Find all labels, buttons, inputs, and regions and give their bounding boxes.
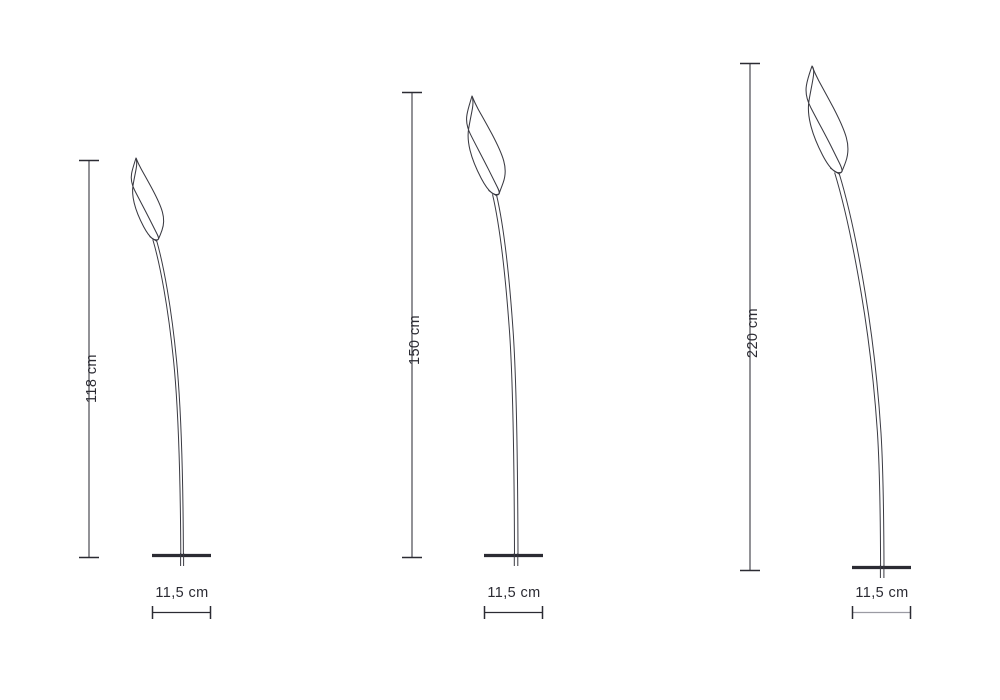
width-label-small: 11,5 cm <box>155 585 209 601</box>
lamp-head-small <box>130 157 165 242</box>
lamp-large-group <box>740 62 912 619</box>
lamp-medium-group <box>402 91 544 619</box>
lamp-small-group <box>79 157 212 619</box>
lamp-stem-medium <box>492 194 519 557</box>
height-dimension-line-large <box>740 62 760 572</box>
lamp-base-large <box>852 565 911 578</box>
lamp-base-medium <box>484 553 543 566</box>
height-label-medium: 150 cm <box>407 315 423 365</box>
lamp-base-small <box>152 553 211 566</box>
lamp-head-large <box>805 65 849 175</box>
width-dimension-line-small <box>151 606 212 619</box>
height-label-large: 220 cm <box>745 308 761 358</box>
height-dimension-line-medium <box>402 91 422 559</box>
width-dimension-line-large <box>851 606 912 619</box>
lamp-stem-small <box>152 239 184 557</box>
height-dimension-line-small <box>79 159 99 559</box>
width-label-large: 11,5 cm <box>855 585 909 601</box>
lamp-stem-large <box>834 172 885 569</box>
lamp-head-medium <box>465 95 506 197</box>
height-label-small: 118 cm <box>84 354 100 403</box>
width-label-medium: 11,5 cm <box>487 585 541 601</box>
width-dimension-line-medium <box>483 606 544 619</box>
